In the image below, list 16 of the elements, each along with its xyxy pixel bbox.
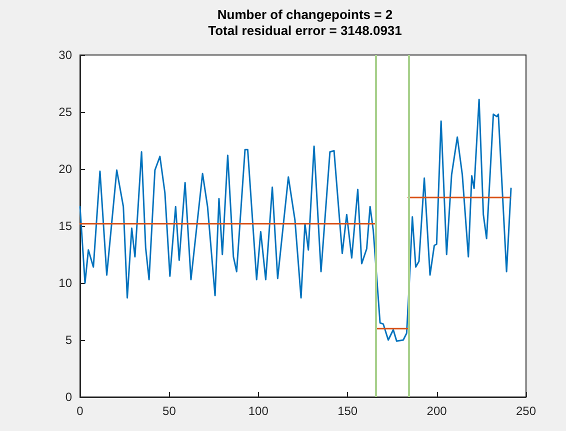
y-tick-label: 15 xyxy=(58,219,72,233)
chart-subtitle: Total residual error = 3148.0931 xyxy=(208,23,402,38)
y-tick-label: 0 xyxy=(65,390,72,404)
line-series xyxy=(79,98,512,342)
x-tick-label: 50 xyxy=(162,404,176,418)
y-tick-label: 25 xyxy=(58,105,72,119)
x-tick-label: 200 xyxy=(426,404,448,418)
x-tick-label: 250 xyxy=(516,404,536,418)
x-tick-label: 150 xyxy=(338,404,358,418)
chart-title: Number of changepoints = 2 xyxy=(217,7,393,22)
y-tick-label: 30 xyxy=(58,48,72,62)
y-tick-label: 20 xyxy=(58,162,72,176)
x-tick-label: 100 xyxy=(248,404,269,418)
x-tick-label: 0 xyxy=(76,404,84,418)
y-tick-label: 5 xyxy=(65,333,72,347)
y-tick-label: 10 xyxy=(58,276,72,290)
